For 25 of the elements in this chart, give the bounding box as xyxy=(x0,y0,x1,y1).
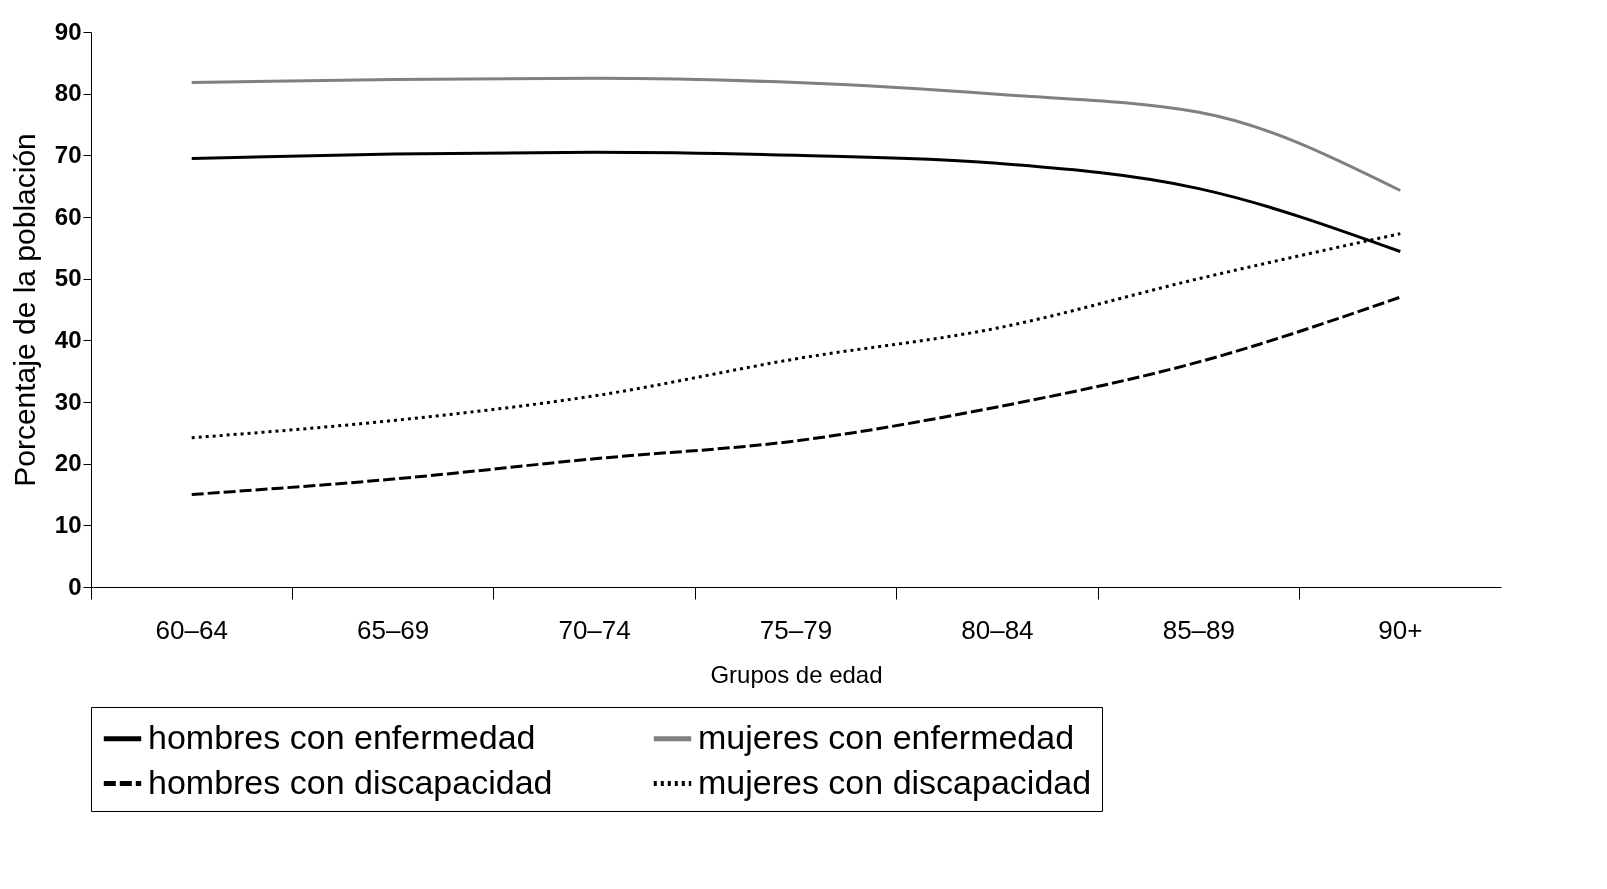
y-axis-title: Porcentaje de la población xyxy=(7,133,41,487)
y-tick-label: 90 xyxy=(54,17,82,45)
legend-label: mujeres con enfermedad xyxy=(698,717,1075,756)
x-tick-label: 80–84 xyxy=(961,614,1034,645)
legend-label: hombres con discapacidad xyxy=(148,762,553,801)
x-tick-label: 60–64 xyxy=(155,614,228,645)
y-tick-label: 60 xyxy=(54,202,82,230)
x-axis-title: Grupos de edad xyxy=(710,660,883,688)
line-series xyxy=(190,76,1402,192)
y-tick-label: 50 xyxy=(54,264,82,292)
y-tick-label: 40 xyxy=(54,325,82,353)
x-tick-label: 85–89 xyxy=(1162,614,1236,645)
legend-label: mujeres con discapacidad xyxy=(698,762,1092,801)
y-tick-label: 80 xyxy=(54,79,82,107)
y-tick-label: 0 xyxy=(68,572,82,600)
x-tick-label: 65–69 xyxy=(356,614,430,645)
y-tick-label: 20 xyxy=(54,449,82,477)
x-tick-label: 90+ xyxy=(1378,614,1423,645)
y-tick-label: 70 xyxy=(54,140,82,168)
legend-label: hombres con enfermedad xyxy=(148,717,536,756)
x-tick-label: 70–74 xyxy=(558,614,631,645)
y-tick-label: 10 xyxy=(54,510,82,538)
x-tick-label: 75–79 xyxy=(759,614,833,645)
y-tick-label: 30 xyxy=(54,387,82,415)
line-series xyxy=(190,295,1402,496)
